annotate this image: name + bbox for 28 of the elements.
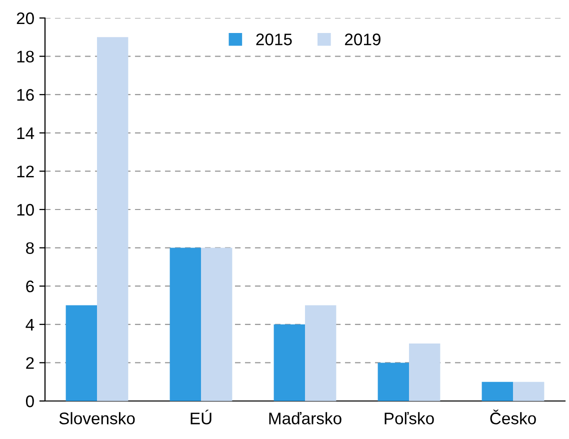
legend-label: 2015 <box>256 34 292 46</box>
x-tick-label: EÚ <box>190 410 212 424</box>
legend-label: 2019 <box>345 34 380 46</box>
y-tick-label: 8 <box>26 242 34 254</box>
y-tick-label: 14 <box>17 127 34 139</box>
y-tick-label: 18 <box>17 50 34 63</box>
bar <box>97 37 128 401</box>
y-tick-label: 6 <box>26 280 34 292</box>
bar <box>274 324 305 401</box>
y-tick-label: 16 <box>17 89 34 101</box>
y-tick-label: 0 <box>26 395 34 408</box>
y-tick-label: 4 <box>26 318 34 330</box>
bar <box>513 382 544 401</box>
y-tick-label: 2 <box>26 357 34 369</box>
bar <box>201 248 232 401</box>
bar <box>482 382 513 401</box>
x-tick-label: Maďarsko <box>269 412 342 424</box>
x-tick-label: Poľsko <box>384 412 434 424</box>
x-tick-label: Slovensko <box>59 412 135 424</box>
bar <box>409 344 440 401</box>
y-tick-label: 10 <box>17 204 34 216</box>
y-tick-label: 12 <box>17 166 34 178</box>
y-tick-label: 20 <box>16 12 34 24</box>
x-tick-label: Česko <box>490 410 536 424</box>
bar <box>305 305 336 401</box>
bar <box>170 248 201 401</box>
bar <box>66 305 97 401</box>
bar <box>378 362 409 401</box>
